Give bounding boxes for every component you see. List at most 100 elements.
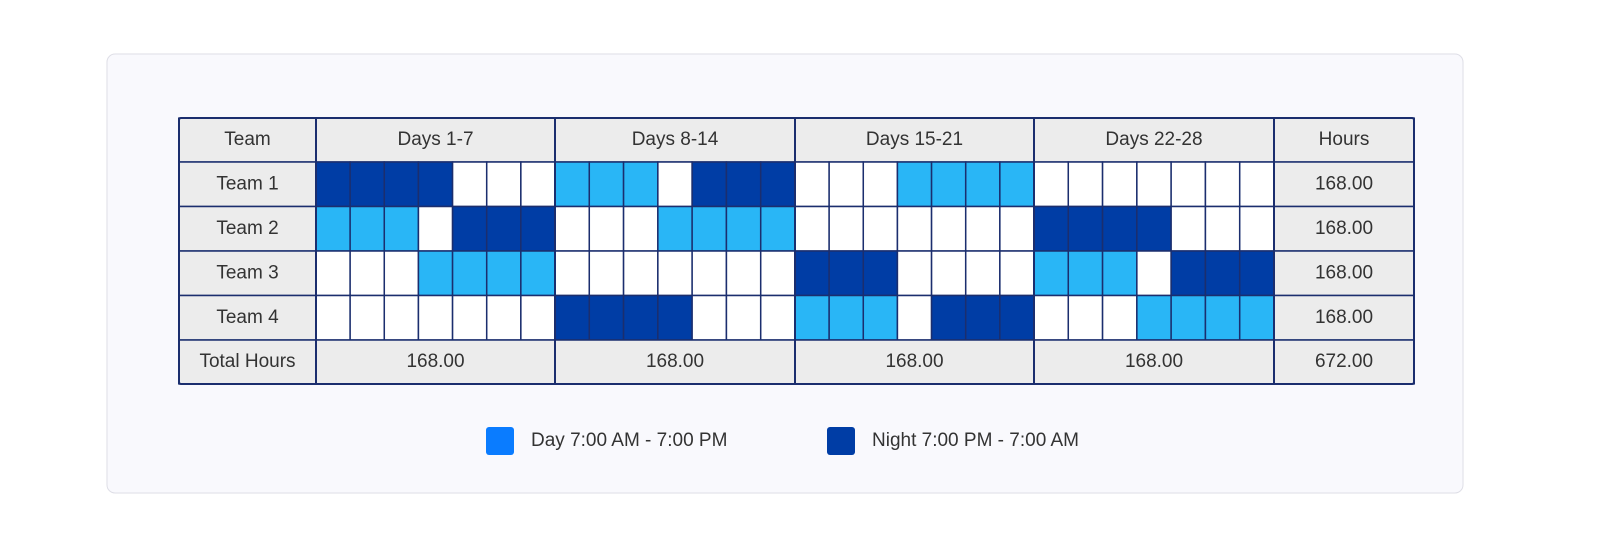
shift-cell <box>999 250 1035 297</box>
shift-cell <box>315 161 351 208</box>
shift-cell <box>930 250 967 297</box>
shift-cell <box>930 205 967 252</box>
shift-cell <box>1204 250 1241 297</box>
shift-cell <box>725 205 762 252</box>
shift-cell <box>691 250 728 297</box>
shift-cell <box>1136 161 1172 208</box>
team-label: Team 3 <box>216 262 278 283</box>
shift-cell <box>828 205 865 252</box>
shift-cell <box>1067 161 1104 208</box>
shift-cell <box>1238 205 1275 252</box>
header-label: Hours <box>1319 129 1370 150</box>
shift-cell <box>896 250 933 297</box>
table-border <box>178 117 1415 385</box>
shift-cell <box>725 294 762 341</box>
header-label: Days 22-28 <box>1105 129 1202 150</box>
hours-value: 168.00 <box>1315 307 1373 328</box>
team-label: Team 1 <box>216 173 278 194</box>
shift-cell <box>622 161 659 208</box>
header-cell <box>178 117 317 163</box>
shift-cell <box>485 161 522 208</box>
shift-cell <box>622 250 659 297</box>
shift-cell <box>862 205 899 252</box>
shift-cell <box>1101 205 1138 252</box>
shift-cell <box>417 205 454 252</box>
total-cell <box>554 339 796 385</box>
hours-cell <box>1273 294 1415 341</box>
team-label: Team 4 <box>216 307 279 328</box>
total-value: 168.00 <box>406 351 464 372</box>
shift-cell <box>964 250 1001 297</box>
shift-cell <box>896 205 933 252</box>
total-value: 168.00 <box>1125 351 1183 372</box>
shift-cell <box>657 250 693 297</box>
shift-cell <box>588 250 625 297</box>
shift-cell <box>417 161 454 208</box>
total-value: 168.00 <box>646 351 704 372</box>
shift-cell <box>1033 294 1070 341</box>
shift-cell <box>794 205 830 252</box>
header-label: Days 1-7 <box>397 129 473 150</box>
shift-cell <box>1204 294 1241 341</box>
shift-cell <box>999 161 1035 208</box>
shift-cell <box>1067 250 1104 297</box>
shift-cell <box>1067 205 1104 252</box>
shift-cell <box>1136 294 1172 341</box>
hours-value: 168.00 <box>1315 262 1373 283</box>
shift-cell <box>417 294 454 341</box>
shift-cell <box>759 205 796 252</box>
total-cell <box>178 339 317 385</box>
header-cell <box>554 117 796 163</box>
shift-cell <box>554 205 591 252</box>
shift-cell <box>451 294 488 341</box>
shift-cell <box>315 205 351 252</box>
shift-cell <box>794 294 830 341</box>
shift-cell <box>862 161 899 208</box>
shift-cell <box>691 294 728 341</box>
legend-swatch <box>827 427 855 455</box>
shift-cell <box>451 161 488 208</box>
shift-cell <box>964 161 1001 208</box>
shift-cell <box>828 161 865 208</box>
shift-cell <box>315 294 351 341</box>
shift-cell <box>1204 205 1241 252</box>
shift-cell <box>588 161 625 208</box>
shift-cell <box>828 250 865 297</box>
shift-cell <box>383 294 420 341</box>
shift-cell <box>999 205 1035 252</box>
shift-cell <box>1101 294 1138 341</box>
shift-cell <box>1067 294 1104 341</box>
shift-cell <box>383 205 420 252</box>
shift-cell <box>1136 205 1172 252</box>
shift-cell <box>759 161 796 208</box>
shift-cell <box>1238 294 1275 341</box>
shift-cell <box>554 250 591 297</box>
shift-cell <box>1204 161 1241 208</box>
shift-cell <box>349 205 386 252</box>
shift-cell <box>520 294 556 341</box>
shift-cell <box>691 205 728 252</box>
shift-cell <box>964 294 1001 341</box>
shift-cell <box>485 294 522 341</box>
shift-cell <box>862 250 899 297</box>
shift-cell <box>349 250 386 297</box>
shift-cell <box>657 294 693 341</box>
shift-cell <box>725 161 762 208</box>
shift-cell <box>896 294 933 341</box>
shift-cell <box>622 294 659 341</box>
shift-cell <box>417 250 454 297</box>
shift-cell <box>964 205 1001 252</box>
shift-cell <box>1238 250 1275 297</box>
shift-cell <box>451 250 488 297</box>
shift-cell <box>520 161 556 208</box>
shift-cell <box>1170 294 1207 341</box>
shift-cell <box>520 250 556 297</box>
shift-cell <box>691 161 728 208</box>
shift-cell <box>1033 161 1070 208</box>
shift-cell <box>828 294 865 341</box>
hours-cell <box>1273 250 1415 297</box>
shift-cell <box>1101 161 1138 208</box>
shift-cell <box>759 294 796 341</box>
